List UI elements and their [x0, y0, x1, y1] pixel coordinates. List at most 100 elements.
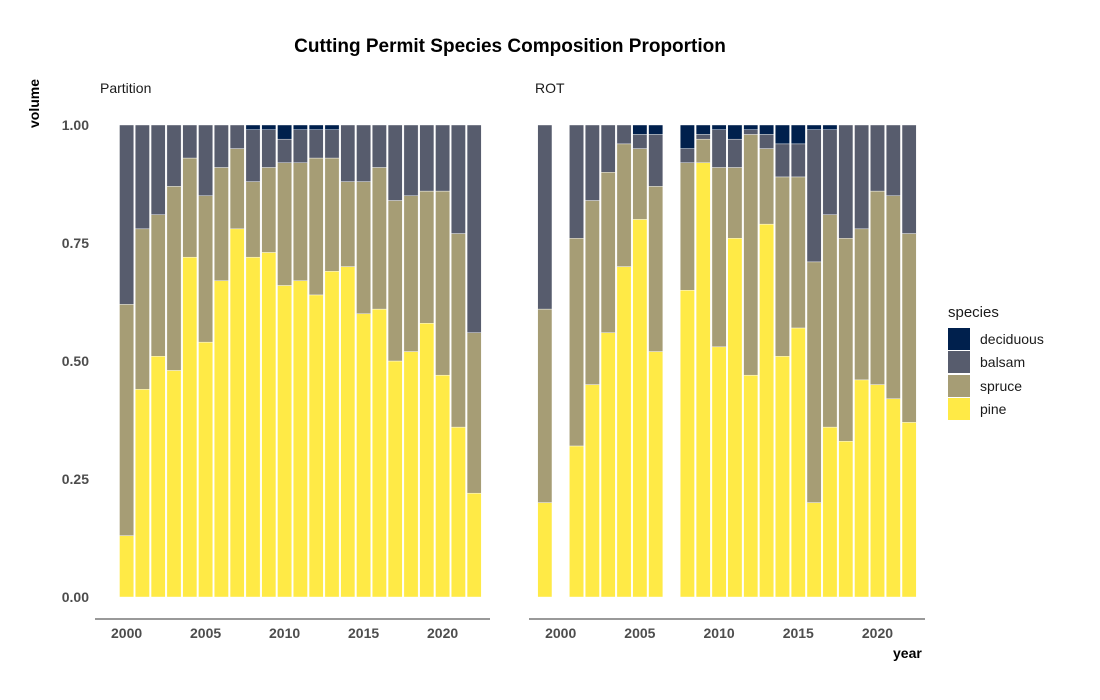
bar-segment-pine [822, 426, 838, 598]
legend-swatch-pine [948, 398, 970, 421]
bar-segment-pine [372, 308, 387, 598]
bar-segment-spruce [150, 214, 166, 357]
bar-segment-deciduous [680, 124, 695, 149]
bar-segment-deciduous [759, 124, 774, 135]
x-tick-label: 2005 [624, 625, 655, 641]
bar-segment-pine [135, 389, 150, 598]
chart-title: Cutting Permit Species Composition Propo… [294, 36, 726, 57]
bar-segment-pine [324, 271, 340, 598]
bar-segment-pine [261, 252, 277, 598]
x-tick-label: 2000 [545, 625, 576, 641]
x-tick-label: 2015 [348, 625, 379, 641]
bar-segment-spruce [245, 181, 261, 258]
bar-segment-deciduous [727, 124, 743, 140]
bar-segment-spruce [356, 181, 371, 315]
bar-segment-spruce [182, 157, 198, 258]
bar-segment-deciduous [632, 124, 648, 135]
bar-segment-balsam [870, 124, 885, 192]
bar-segment-pine [150, 356, 166, 598]
bar-segment-balsam [166, 124, 182, 187]
bar-segment-balsam [435, 124, 450, 192]
bar-segment-deciduous [245, 124, 261, 130]
bar-segment-balsam [885, 124, 901, 197]
bar-segment-balsam [854, 124, 869, 230]
bar-segment-spruce [261, 167, 277, 253]
bar-segment-pine [600, 332, 616, 598]
bar-segment-spruce [214, 167, 229, 281]
bar-segment-pine [790, 327, 806, 598]
bar-segment-deciduous [293, 124, 308, 130]
bar-segment-pine [198, 341, 213, 598]
bar-segment-balsam [372, 124, 387, 168]
bar-segment-deciduous [743, 124, 759, 130]
y-tick-label: 0.75 [62, 235, 89, 251]
bar-segment-spruce [308, 157, 324, 296]
bar-segment-pine [806, 502, 822, 598]
bar-segment-balsam [632, 134, 648, 149]
bar-segment-pine [229, 228, 245, 598]
facet-label-partition: Partition [100, 80, 152, 96]
x-axis-label: year [893, 645, 922, 661]
bar-segment-spruce [585, 200, 600, 385]
bar-segment-spruce [632, 148, 648, 220]
bar-segment-balsam [135, 124, 150, 230]
bar-segment-pine [435, 374, 450, 598]
bar-segment-spruce [277, 162, 292, 286]
bar-segment-balsam [822, 129, 838, 215]
bar-segment-spruce [600, 171, 616, 333]
bar-segment-pine [616, 266, 632, 598]
bar-segment-pine [466, 492, 482, 598]
bar-segment-spruce [775, 176, 790, 357]
bar-segment-pine [680, 290, 695, 598]
bar-segment-spruce [135, 228, 150, 390]
bar-segment-deciduous [775, 124, 790, 145]
bar-segment-spruce [569, 238, 584, 447]
bar-segment-pine [293, 280, 308, 598]
legend-item-deciduous: deciduous [948, 327, 1044, 351]
bar-segment-balsam [419, 124, 435, 192]
legend-swatch-balsam [948, 351, 970, 374]
bar-segment-spruce [870, 190, 885, 385]
y-tick-label: 1.00 [62, 117, 89, 133]
bar-segment-pine [356, 313, 371, 598]
bar-segment-balsam [648, 134, 664, 187]
bar-segment-deciduous [324, 124, 340, 130]
bar-segment-balsam [324, 129, 340, 159]
bar-segment-pine [419, 323, 435, 598]
x-tick-label: 2000 [111, 625, 142, 641]
x-tick-label: 2020 [427, 625, 458, 641]
bar-segment-balsam [214, 124, 229, 168]
bar-segment-spruce [387, 200, 403, 362]
bar-segment-spruce [372, 167, 387, 310]
bar-segment-balsam [277, 138, 292, 163]
bar-segment-balsam [245, 129, 261, 182]
bar-segment-pine [166, 370, 182, 598]
x-tick-label: 2010 [269, 625, 300, 641]
bar-segment-spruce [198, 195, 213, 343]
legend: species deciduous balsam spruce pine [948, 304, 1044, 421]
bar-segment-balsam [308, 129, 324, 159]
bar-segment-pine [537, 502, 553, 598]
bar-segment-balsam [340, 124, 356, 182]
bar-segment-pine [119, 535, 134, 598]
bar-segment-pine [727, 238, 743, 598]
bar-segment-spruce [340, 181, 356, 267]
bar-segment-spruce [790, 176, 806, 329]
bar-segment-spruce [293, 162, 308, 281]
bar-segment-pine [308, 294, 324, 598]
bar-segment-pine [695, 162, 711, 598]
bar-segment-balsam [537, 124, 553, 310]
bar-segment-spruce [166, 186, 182, 371]
bar-segment-deciduous [711, 124, 727, 130]
bar-segment-pine [585, 384, 600, 598]
legend-label-pine: pine [980, 401, 1007, 418]
bar-segment-spruce [743, 134, 759, 376]
bar-segment-balsam [790, 143, 806, 178]
bar-segment-pine [711, 346, 727, 598]
bar-segment-pine [854, 379, 869, 598]
legend-item-spruce: spruce [948, 374, 1044, 398]
bar-segment-pine [182, 256, 198, 598]
bar-segment-spruce [901, 233, 917, 423]
bar-segment-deciduous [822, 124, 838, 130]
